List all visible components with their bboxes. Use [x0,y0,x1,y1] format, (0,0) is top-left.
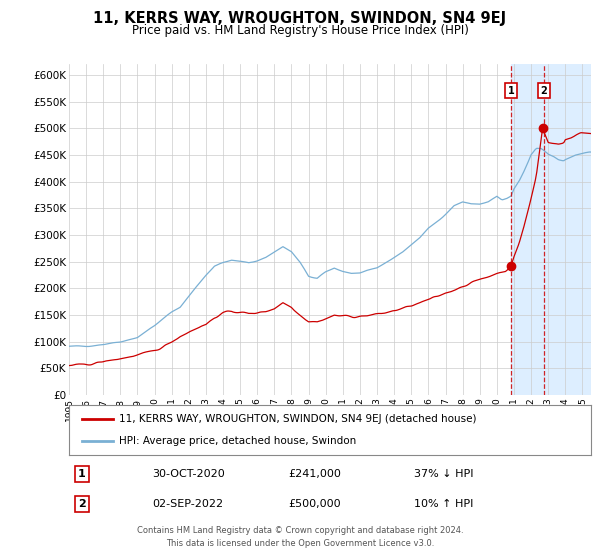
Text: 11, KERRS WAY, WROUGHTON, SWINDON, SN4 9EJ: 11, KERRS WAY, WROUGHTON, SWINDON, SN4 9… [94,11,506,26]
Text: 2: 2 [541,86,547,96]
Text: HPI: Average price, detached house, Swindon: HPI: Average price, detached house, Swin… [119,436,356,446]
Text: 1: 1 [78,469,86,479]
Text: This data is licensed under the Open Government Licence v3.0.: This data is licensed under the Open Gov… [166,539,434,548]
Text: 37% ↓ HPI: 37% ↓ HPI [413,469,473,479]
Text: £500,000: £500,000 [288,499,341,509]
Text: Price paid vs. HM Land Registry's House Price Index (HPI): Price paid vs. HM Land Registry's House … [131,24,469,36]
Text: 11, KERRS WAY, WROUGHTON, SWINDON, SN4 9EJ (detached house): 11, KERRS WAY, WROUGHTON, SWINDON, SN4 9… [119,414,476,424]
Bar [511,64,600,395]
Text: 30-OCT-2020: 30-OCT-2020 [152,469,225,479]
Text: 2: 2 [78,499,86,509]
Text: Contains HM Land Registry data © Crown copyright and database right 2024.: Contains HM Land Registry data © Crown c… [137,526,463,535]
Text: £241,000: £241,000 [288,469,341,479]
Text: 1: 1 [508,86,514,96]
Text: 02-SEP-2022: 02-SEP-2022 [152,499,224,509]
Text: 10% ↑ HPI: 10% ↑ HPI [413,499,473,509]
